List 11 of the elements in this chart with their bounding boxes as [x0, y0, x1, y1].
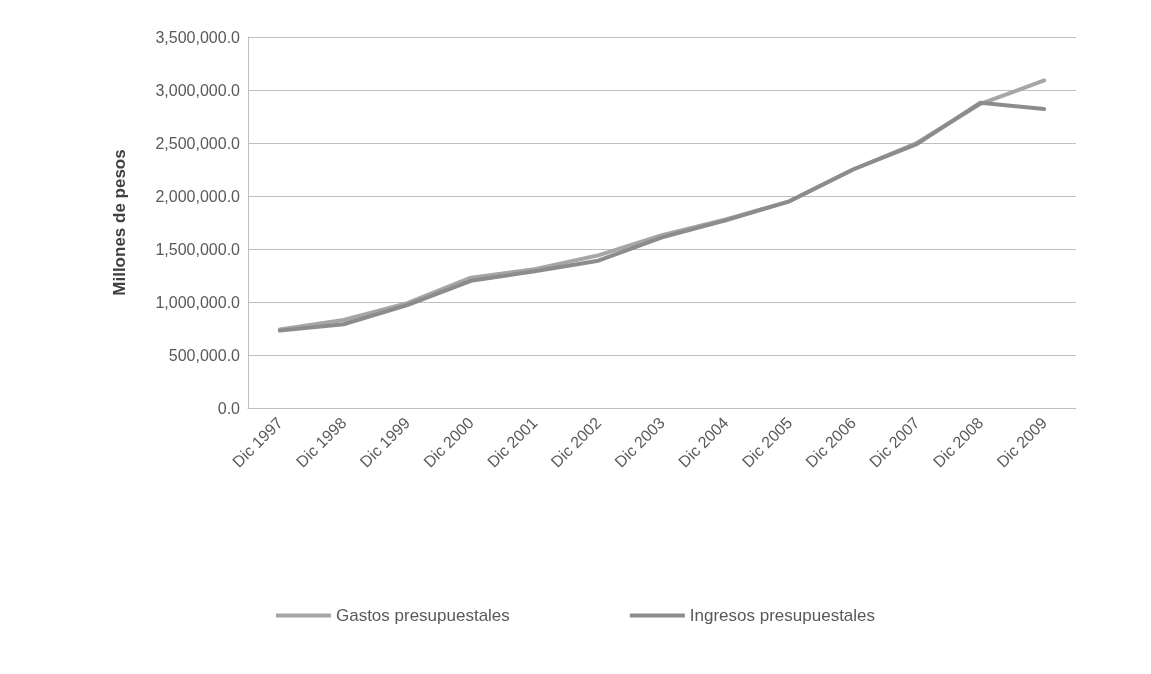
y-tick-label: 0.0 — [217, 399, 241, 417]
y-tick-label: 3,000,000.0 — [155, 81, 241, 99]
y-tick-label: 1,000,000.0 — [155, 293, 241, 311]
legend-label: Gastos presupuestales — [335, 606, 510, 625]
y-axis-title: Millones de pesos — [110, 149, 129, 296]
y-tick-label: 2,000,000.0 — [155, 187, 241, 205]
y-tick-label: 500,000.0 — [168, 346, 241, 364]
legend-label: Ingresos presupuestales — [689, 606, 876, 625]
y-tick-label: 1,500,000.0 — [155, 240, 241, 258]
y-tick-label: 2,500,000.0 — [155, 134, 241, 152]
y-tick-label: 3,500,000.0 — [155, 28, 241, 46]
